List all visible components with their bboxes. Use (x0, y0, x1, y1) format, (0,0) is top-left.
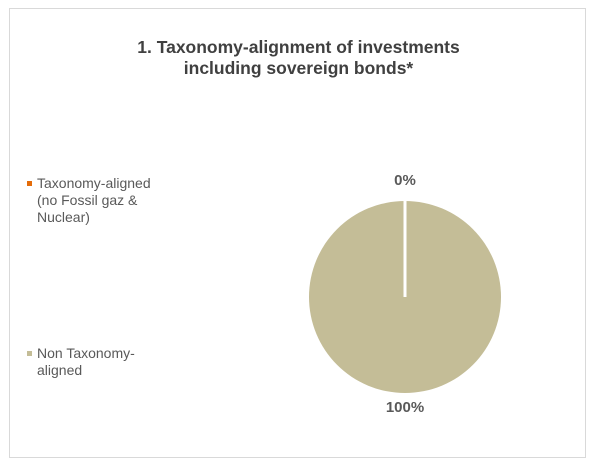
legend-swatch-non-taxonomy-aligned (27, 351, 32, 356)
legend-swatch-taxonomy-aligned (27, 181, 32, 186)
legend-label-taxonomy-aligned: Taxonomy-aligned (no Fossil gaz & Nuclea… (37, 175, 151, 225)
chart-title-line-1: 1. Taxonomy-alignment of investments (137, 37, 460, 57)
legend-label-non-taxonomy-aligned: Non Taxonomy- aligned (37, 345, 135, 378)
chart-title: 1. Taxonomy-alignment of investments inc… (10, 37, 587, 79)
chart-frame: 1. Taxonomy-alignment of investments inc… (9, 8, 586, 458)
data-label-non-taxonomy-aligned: 100% (386, 399, 424, 416)
data-label-taxonomy-aligned: 0% (394, 172, 416, 189)
legend-item-taxonomy-aligned: Taxonomy-aligned (no Fossil gaz & Nuclea… (27, 175, 187, 226)
chart-title-line-2: including sovereign bonds* (183, 58, 414, 78)
legend-item-non-taxonomy-aligned: Non Taxonomy- aligned (27, 345, 187, 379)
